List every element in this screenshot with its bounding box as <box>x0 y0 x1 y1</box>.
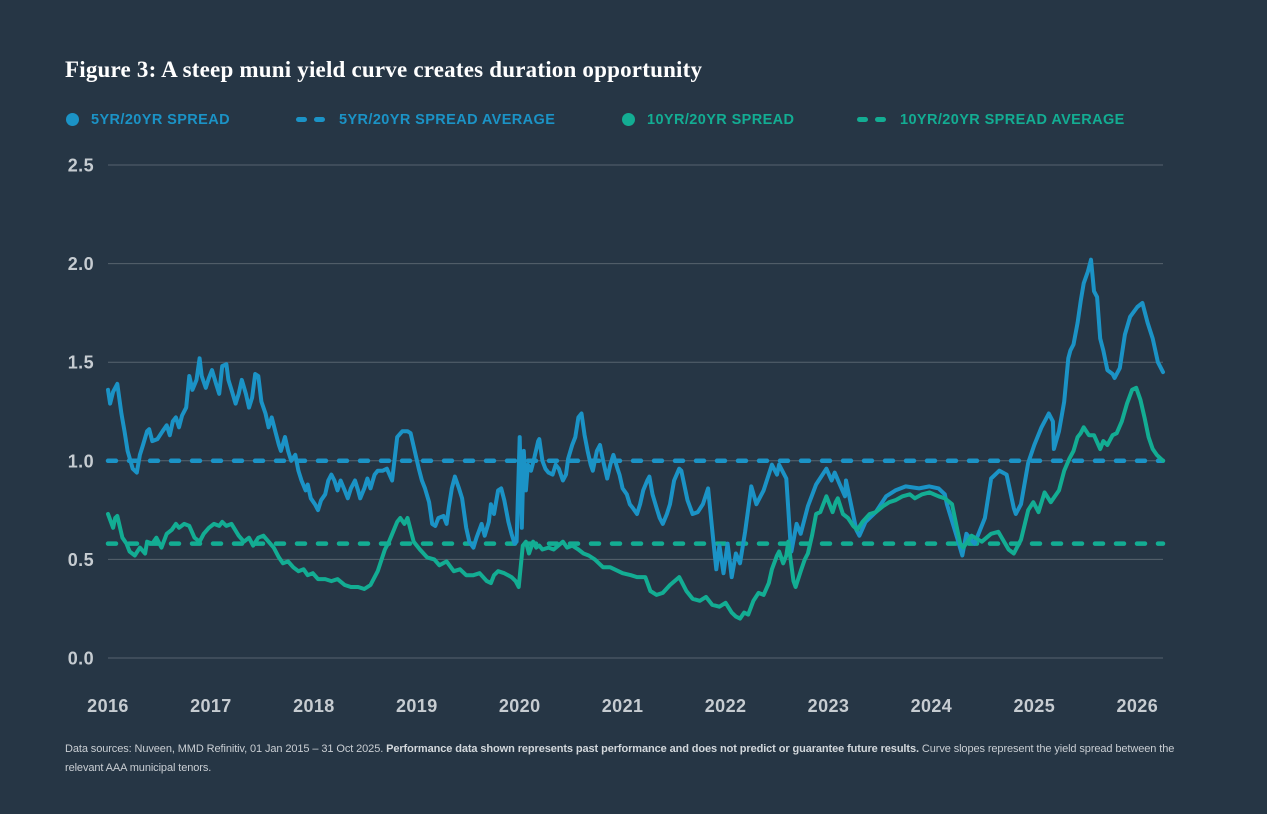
y-tick-label: 1.5 <box>68 353 94 373</box>
x-tick-label: 2017 <box>190 696 232 716</box>
x-tick-label: 2022 <box>705 696 747 716</box>
series-line-10yr-20yr-spread <box>106 385 1165 621</box>
x-tick-label: 2016 <box>87 696 129 716</box>
x-tick-label: 2018 <box>293 696 335 716</box>
source-footnote: Data sources: Nuveen, MMD Refinitiv, 01 … <box>65 740 1192 778</box>
legend-item-5yr-20yr-spread: 5YR/20YR SPREAD <box>66 111 230 128</box>
footnote-text: Data sources: Nuveen, MMD Refinitiv, 01 … <box>65 743 387 755</box>
legend-item-10yr-20yr-spread-average: 10YR/20YR SPREAD AVERAGE <box>857 111 1125 128</box>
legend-dot-icon <box>66 113 79 126</box>
y-tick-label: 2.0 <box>68 254 94 274</box>
x-tick-label: 2024 <box>911 696 953 716</box>
x-tick-label: 2020 <box>499 696 541 716</box>
legend-dash-icon <box>857 117 886 122</box>
legend-dash-icon <box>296 117 325 122</box>
figure-title: Figure 3: A steep muni yield curve creat… <box>65 57 703 82</box>
x-tick-label: 2019 <box>396 696 438 716</box>
y-tick-label: 2.5 <box>68 156 94 176</box>
footnote-text: Curve slopes represent the yield spread … <box>65 743 1175 774</box>
footnote-disclaimer: Performance data shown represents past p… <box>386 743 919 755</box>
legend-label: 10YR/20YR SPREAD AVERAGE <box>900 111 1125 128</box>
x-tick-label: 2023 <box>808 696 850 716</box>
legend-dot-icon <box>622 113 635 126</box>
x-tick-label: 2021 <box>602 696 644 716</box>
y-tick-label: 0.0 <box>68 649 94 669</box>
legend-label: 5YR/20YR SPREAD AVERAGE <box>339 111 556 128</box>
y-tick-label: 1.0 <box>68 451 94 471</box>
series-line-5yr-20yr-spread <box>106 257 1165 580</box>
legend-item-10yr-20yr-spread: 10YR/20YR SPREAD <box>622 111 794 128</box>
legend-item-5yr-20yr-spread-average: 5YR/20YR SPREAD AVERAGE <box>296 111 555 128</box>
legend-label: 5YR/20YR SPREAD <box>91 111 230 128</box>
legend-label: 10YR/20YR SPREAD <box>647 111 795 128</box>
y-tick-label: 0.5 <box>68 550 94 570</box>
x-tick-label: 2025 <box>1013 696 1055 716</box>
x-tick-label: 2026 <box>1116 696 1158 716</box>
